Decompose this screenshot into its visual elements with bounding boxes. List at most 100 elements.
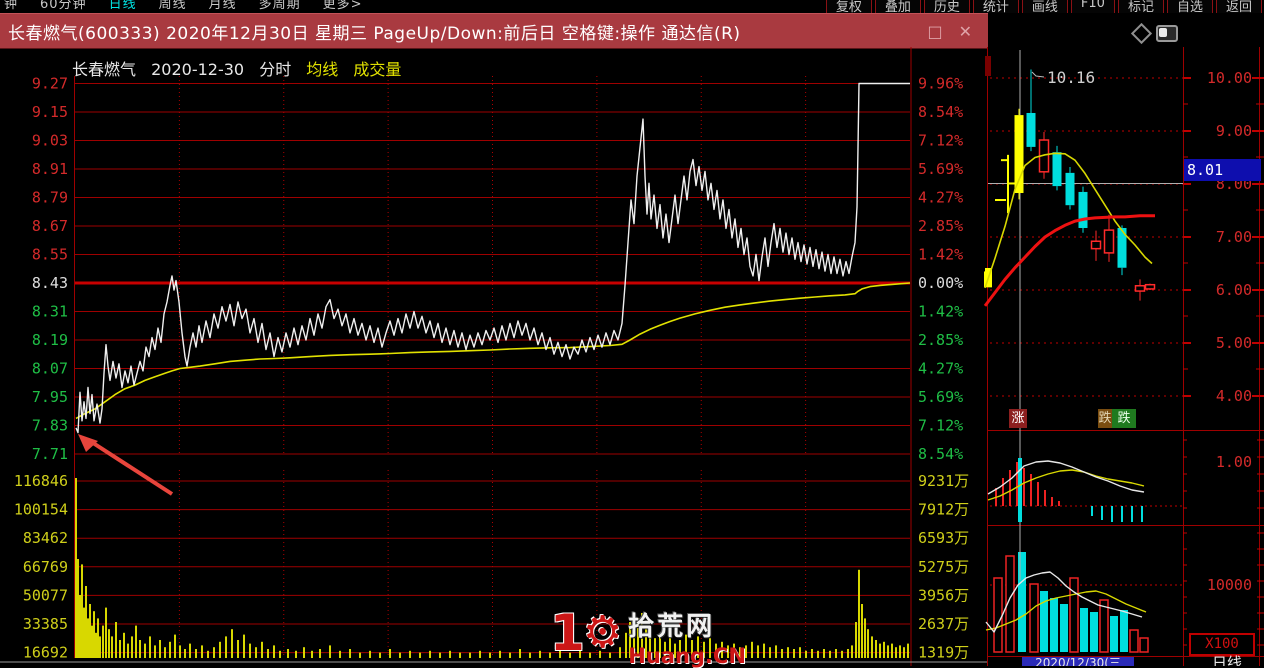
svg-text:10.16: 10.16 [1047, 68, 1095, 87]
split-window-icon-dot [1159, 28, 1167, 37]
watermark-domain: Huang.CN [628, 644, 746, 668]
menu-item-2[interactable]: 日线 [108, 0, 137, 12]
indicator1 [987, 458, 1183, 522]
svg-text:8.54%: 8.54% [918, 103, 963, 121]
chart-period: 分时 [259, 60, 292, 79]
menu-item-1[interactable]: 60分钟 [40, 0, 87, 12]
svg-text:1319万: 1319万 [918, 644, 969, 662]
toolbar-button-5[interactable]: F10 [1070, 0, 1115, 13]
svg-text:7.12%: 7.12% [918, 132, 963, 150]
chart-header: 长春燃气 2020-12-30 分时 均线 成交量 [72, 56, 411, 80]
svg-text:2.85%: 2.85% [918, 217, 963, 235]
intraday-avg-line [75, 282, 911, 420]
toolbar-button-6[interactable]: 标记 [1117, 0, 1164, 13]
svg-text:100154: 100154 [14, 501, 68, 519]
intraday-axis-labels: 9.27 9.15 9.03 8.91 8.79 8.67 8.55 8.43 8.31 8.19… [14, 75, 969, 662]
right-panel-frame [987, 47, 1264, 666]
legend-ma[interactable]: 均线 [306, 60, 339, 79]
rise-signal-marker: 涨 [1009, 409, 1027, 428]
toolbar-button-8[interactable]: 返回 [1215, 0, 1262, 13]
svg-text:7.95: 7.95 [32, 388, 68, 406]
svg-text:9.00: 9.00 [1216, 122, 1252, 140]
split-window-icon[interactable] [1156, 25, 1178, 42]
svg-text:10000: 10000 [1207, 576, 1252, 594]
volume-unit-badge: X100 [1189, 633, 1255, 656]
annotation-arrow [78, 434, 174, 496]
svg-text:9231万: 9231万 [918, 472, 969, 490]
toolbar-button-2[interactable]: 历史 [923, 0, 970, 13]
watermark-number: 1 [550, 604, 585, 662]
menu-item-3[interactable]: 周线 [158, 0, 187, 12]
svg-text:2.85%: 2.85% [918, 331, 963, 349]
toolbar-button-4[interactable]: 画线 [1021, 0, 1068, 13]
svg-text:1.42%: 1.42% [918, 246, 963, 264]
svg-text:1.00: 1.00 [1216, 453, 1252, 471]
svg-text:5.69%: 5.69% [918, 388, 963, 406]
svg-text:9.27: 9.27 [32, 75, 68, 93]
maximize-button[interactable]: □ [927, 21, 943, 41]
toolbar-menu: 复权 叠加 历史 统计 画线 F10 标记 自选 返回 [823, 0, 1264, 13]
svg-text:1.42%: 1.42% [918, 303, 963, 321]
window-titlebar: 长春燃气(600333) 2020年12月30日 星期三 PageUp/Down… [0, 13, 988, 49]
menu-item-4[interactable]: 月线 [208, 0, 237, 12]
clipped-signal-marker: 跌 [1098, 409, 1112, 428]
svg-text:7.71: 7.71 [32, 445, 68, 463]
crosshair-date-badge: 2020/12/30(三 [1022, 657, 1134, 666]
toolbar-button-3[interactable]: 统计 [972, 0, 1019, 13]
chart-date: 2020-12-30 [151, 60, 245, 79]
legend-volume[interactable]: 成交量 [353, 60, 402, 79]
gear-icon: ⚙ [582, 607, 623, 658]
svg-text:7.12%: 7.12% [918, 417, 963, 435]
svg-text:8.19: 8.19 [32, 331, 68, 349]
kline-ma-red [983, 214, 1155, 307]
current-price-badge: 8.01 [1184, 159, 1261, 181]
svg-text:8.07: 8.07 [32, 360, 68, 378]
window-title: 长春燃气(600333) 2020年12月30日 星期三 PageUp/Down… [8, 23, 741, 44]
svg-text:7912万: 7912万 [918, 501, 969, 519]
svg-text:0.00%: 0.00% [918, 274, 963, 292]
svg-text:16692: 16692 [23, 644, 68, 662]
svg-text:8.54%: 8.54% [918, 445, 963, 463]
svg-text:8.91: 8.91 [32, 160, 68, 178]
svg-text:9.03: 9.03 [32, 132, 68, 150]
svg-text:10.00: 10.00 [1207, 69, 1252, 87]
indicator2 [985, 530, 1183, 653]
intraday-grid [0, 47, 988, 666]
svg-text:5.69%: 5.69% [918, 160, 963, 178]
site-watermark: 1 ⚙ 拾荒网 Huang.CN [550, 606, 746, 668]
menu-item-6[interactable]: 更多> [322, 0, 363, 12]
svg-text:5.00: 5.00 [1216, 334, 1252, 352]
svg-text:116846: 116846 [14, 472, 68, 490]
svg-text:83462: 83462 [23, 529, 68, 547]
svg-text:8.31: 8.31 [32, 303, 68, 321]
svg-text:6.00: 6.00 [1216, 281, 1252, 299]
svg-text:9.96%: 9.96% [918, 75, 963, 93]
toolbar-button-1[interactable]: 叠加 [874, 0, 921, 13]
intraday-volume-bars [75, 478, 909, 658]
svg-text:7.00: 7.00 [1216, 228, 1252, 246]
svg-text:4.27%: 4.27% [918, 189, 963, 207]
kline-candles [984, 56, 1156, 301]
svg-text:5275万: 5275万 [918, 558, 969, 576]
svg-text:4.27%: 4.27% [918, 360, 963, 378]
svg-text:4.00: 4.00 [1216, 387, 1252, 405]
menu-item-0[interactable]: 钟 [4, 0, 19, 12]
menu-item-5[interactable]: 多周期 [258, 0, 301, 12]
svg-text:8.55: 8.55 [32, 246, 68, 264]
toolbar-button-0[interactable]: 复权 [825, 0, 872, 13]
svg-text:2637万: 2637万 [918, 615, 969, 633]
watermark-site-name: 拾荒网 [628, 612, 716, 642]
svg-text:3956万: 3956万 [918, 586, 969, 604]
svg-text:7.83: 7.83 [32, 417, 68, 435]
intraday-price-line [75, 82, 910, 434]
toolbar-button-7[interactable]: 自选 [1166, 0, 1213, 13]
svg-text:66769: 66769 [23, 558, 68, 576]
stock-name: 长春燃气 [72, 60, 137, 79]
top-menu-bar: 钟 60分钟 日线 周线 月线 多周期 更多> 复权 叠加 历史 统计 画线 F10 标记 自选 返回 [0, 0, 1264, 13]
kline-period-label[interactable]: 日线 [1212, 654, 1243, 666]
svg-text:6593万: 6593万 [918, 529, 969, 547]
close-button[interactable]: ✕ [958, 21, 972, 41]
fall-signal-marker: 跌 [1112, 409, 1136, 428]
